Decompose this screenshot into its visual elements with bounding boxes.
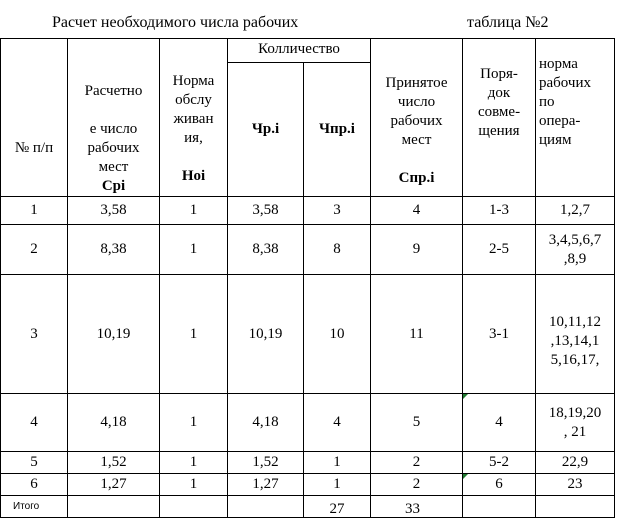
header-calc: Расчетно е число рабочих мест Cрі	[67, 38, 160, 197]
cell-chr: 1,52	[227, 451, 304, 474]
cell-calc: 4,18	[67, 393, 160, 452]
cell-norm: 1	[159, 196, 228, 225]
header-calc-symbol: Cрі	[101, 178, 126, 194]
cell-num: 6	[0, 473, 68, 496]
total-empty	[227, 495, 304, 518]
table-row: 6 1,27 1 1,27 1 2 6 23	[0, 473, 616, 496]
cell-order: 3-1	[462, 274, 537, 394]
header-num: № п/п	[0, 38, 68, 197]
table-row: 5 1,52 1 1,52 1 2 5-2 22,9	[0, 451, 616, 474]
total-empty	[462, 495, 537, 518]
cell-norm: 1	[159, 274, 228, 394]
cell-num: 3	[0, 274, 68, 394]
header-norm-symbol: Ноі	[181, 168, 206, 184]
cell-chpr: 3	[302, 196, 372, 225]
document-title: Расчет необходимого числа рабочих	[52, 14, 299, 31]
cell-order: 6	[462, 473, 537, 496]
cell-chr: 4,18	[227, 393, 304, 452]
cell-ops: 23	[535, 473, 616, 496]
header-norm-text: Норма обслу живан ия,	[172, 73, 215, 146]
cell-chr: 10,19	[227, 274, 304, 394]
cell-chpr: 1	[302, 451, 372, 474]
cell-calc: 1,52	[67, 451, 160, 474]
cell-chpr: 1	[302, 473, 372, 496]
header-chpr: Чпр.і	[302, 61, 372, 198]
cell-order: 1-3	[462, 196, 537, 225]
header-chpr-symbol: Чпр.і	[319, 120, 355, 137]
cell-num: 1	[0, 196, 68, 225]
cell-order: 4	[462, 393, 537, 452]
cell-accepted: 5	[370, 393, 464, 452]
header-ops: норма рабочих по опера- циям	[535, 38, 616, 197]
total-row: Итого 27 33	[0, 495, 616, 518]
header-accepted-text: Принятое число рабочих мест	[385, 75, 448, 148]
cell-ops-text: 10,11,12 ,13,14,1 5,16,17,	[549, 314, 601, 368]
cell-chpr: 4	[302, 393, 372, 452]
cell-accepted: 11	[370, 274, 464, 394]
cell-accepted: 2	[370, 473, 464, 496]
cell-calc: 3,58	[67, 196, 160, 225]
table-row: 3 10,19 1 10,19 10 11 3-1 10,11,12 ,13,1…	[0, 274, 616, 394]
total-accepted: 33	[370, 495, 464, 518]
cell-accepted: 9	[370, 224, 464, 275]
cell-comment-marker	[463, 394, 469, 399]
cell-norm: 1	[159, 451, 228, 474]
cell-ops: 1,2,7	[535, 196, 616, 225]
header-chr-symbol: Чр.і	[251, 120, 280, 137]
cell-comment-marker	[463, 474, 469, 479]
table-row: 1 3,58 1 3,58 3 4 1-3 1,2,7	[0, 196, 616, 225]
header-accepted: Принятое число рабочих мест Спр.і	[370, 38, 464, 197]
cell-norm: 1	[159, 393, 228, 452]
header-qty: Колличество	[226, 38, 372, 63]
header-calc-rest: е число рабочих мест	[87, 121, 140, 175]
header-norm: Норма обслу живан ия, Ноі	[159, 38, 228, 197]
cell-order-text: 4	[495, 414, 503, 430]
table-number: таблица №2	[467, 14, 549, 31]
cell-norm: 1	[159, 473, 228, 496]
total-empty	[535, 495, 616, 518]
total-empty	[159, 495, 228, 518]
cell-order: 2-5	[462, 224, 537, 275]
cell-num: 2	[0, 224, 68, 275]
cell-chr: 8,38	[227, 224, 304, 275]
cell-order: 5-2	[462, 451, 537, 474]
header-calc-line1: Расчетно	[84, 83, 143, 99]
cell-accepted: 2	[370, 451, 464, 474]
cell-ops: 18,19,20 , 21	[535, 393, 616, 452]
cell-chpr: 10	[302, 274, 372, 394]
cell-ops: 3,4,5,6,7 ,8,9	[535, 224, 616, 275]
cell-order-text: 6	[495, 476, 503, 492]
cell-ops: 22,9	[535, 451, 616, 474]
header-order: Поря- док совме- щения	[462, 38, 537, 197]
cell-ops-clip: 10,11,12 ,13,14,1 5,16,17,	[537, 294, 614, 374]
total-empty	[67, 495, 160, 518]
cell-num: 4	[0, 393, 68, 452]
total-chpr: 27	[302, 495, 372, 518]
table-row: 2 8,38 1 8,38 8 9 2-5 3,4,5,6,7 ,8,9	[0, 224, 616, 275]
cell-calc: 1,27	[67, 473, 160, 496]
total-label: Итого	[0, 495, 68, 518]
cell-calc: 8,38	[67, 224, 160, 275]
cell-chr: 3,58	[227, 196, 304, 225]
cell-chr: 1,27	[227, 473, 304, 496]
header-accepted-symbol: Спр.і	[398, 170, 435, 186]
cell-accepted: 4	[370, 196, 464, 225]
cell-chpr: 8	[302, 224, 372, 275]
header-chr: Чр.і	[227, 61, 304, 198]
cell-num: 5	[0, 451, 68, 474]
cell-norm: 1	[159, 224, 228, 275]
cell-calc: 10,19	[67, 274, 160, 394]
cell-ops: 10,11,12 ,13,14,1 5,16,17,	[535, 274, 616, 394]
workers-table: № п/п Расчетно е число рабочих мест Cрі …	[0, 38, 616, 518]
table-row: 4 4,18 1 4,18 4 5 4 18,19,20 , 21	[0, 393, 616, 452]
